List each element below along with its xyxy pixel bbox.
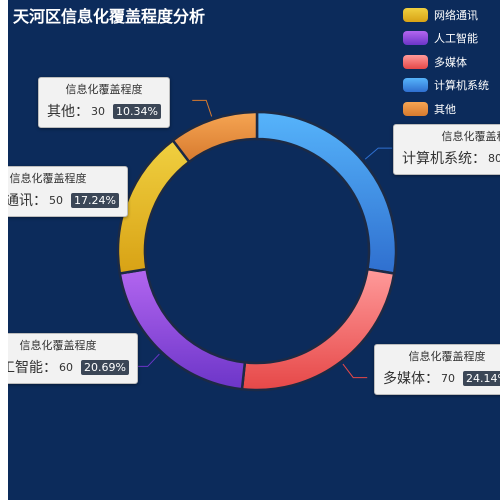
- slice-label-series: 信息化覆盖程度: [19, 339, 97, 352]
- pie-slice-1[interactable]: [255, 110, 398, 275]
- left-margin: [0, 0, 8, 500]
- pie-chart: [95, 99, 398, 392]
- slice-label-name: 多媒体：: [383, 371, 439, 387]
- legend-label: 网络通讯: [434, 8, 478, 22]
- legend-swatch: [403, 101, 428, 116]
- pie-slice-4[interactable]: [116, 138, 191, 275]
- slice-label-percent: 24.14%: [463, 370, 500, 386]
- slice-label-value: 60: [59, 360, 73, 374]
- slice-label-value: 80: [488, 151, 500, 165]
- legend-item-5[interactable]: 其他: [403, 97, 489, 121]
- legend-swatch: [403, 78, 428, 93]
- slice-label-percent: 10.34%: [113, 103, 161, 119]
- slice-label-series: 信息化覆盖程度: [65, 83, 143, 96]
- slice-label-series: 信息化覆盖程度: [9, 172, 87, 185]
- legend-item-1[interactable]: 网络通讯: [403, 3, 489, 27]
- pie-slice-2[interactable]: [240, 267, 396, 392]
- slice-label-percent: 20.69%: [81, 359, 129, 375]
- slice-label-name: 人工智能：: [8, 360, 57, 376]
- pie-slice-5[interactable]: [171, 110, 259, 164]
- slice-label-3: 信息化覆盖程度人工智能：60 20.69%: [8, 333, 138, 384]
- slice-label-body: 人工智能：60 20.69%: [8, 353, 137, 383]
- legend-swatch: [403, 31, 428, 46]
- slice-label-value: 50: [49, 193, 63, 207]
- leader-line-3: [133, 353, 160, 367]
- slice-label-name: 网络通讯：: [8, 193, 47, 209]
- slice-label-1: 信息化覆盖程度计算机系统：8027.59%: [393, 124, 500, 175]
- legend: 网络通讯人工智能多媒体计算机系统其他: [403, 3, 489, 121]
- legend-label: 人工智能: [434, 32, 478, 46]
- leader-line-2: [342, 363, 368, 379]
- legend-swatch: [403, 54, 428, 69]
- leader-line-5: [192, 99, 213, 117]
- slice-label-4: 信息化覆盖程度网络通讯：50 17.24%: [8, 166, 128, 217]
- legend-label: 计算机系统: [434, 79, 489, 93]
- slice-label-name: 计算机系统：: [402, 151, 486, 167]
- legend-label: 多媒体: [434, 55, 467, 69]
- pie-slice-3[interactable]: [118, 267, 247, 391]
- legend-item-3[interactable]: 多媒体: [403, 50, 489, 74]
- legend-item-2[interactable]: 人工智能: [403, 27, 489, 51]
- slice-label-5: 信息化覆盖程度其他： 30 10.34%: [38, 77, 170, 128]
- legend-item-4[interactable]: 计算机系统: [403, 74, 489, 98]
- legend-swatch: [403, 7, 428, 22]
- slice-label-body: 网络通讯：50 17.24%: [8, 186, 127, 216]
- chart-canvas: 天河区信息化覆盖程度分析 信息化覆盖程度计算机系统：8027.59%信息化覆盖程…: [8, 0, 500, 500]
- slice-label-percent: 17.24%: [71, 192, 119, 208]
- slice-label-body: 计算机系统：8027.59%: [394, 144, 500, 174]
- slice-label-series: 信息化覆盖程度: [408, 350, 486, 363]
- slice-label-series: 信息化覆盖程度: [441, 130, 500, 143]
- legend-label: 其他: [434, 102, 456, 116]
- slice-label-name: 其他：: [47, 104, 89, 120]
- slice-label-value: 30: [91, 104, 105, 118]
- slice-label-body: 多媒体：70 24.14%: [375, 364, 500, 394]
- slice-label-value: 70: [441, 371, 455, 385]
- chart-title: 天河区信息化覆盖程度分析: [13, 7, 206, 26]
- leader-line-1: [364, 147, 393, 160]
- slice-label-body: 其他： 30 10.34%: [39, 97, 169, 127]
